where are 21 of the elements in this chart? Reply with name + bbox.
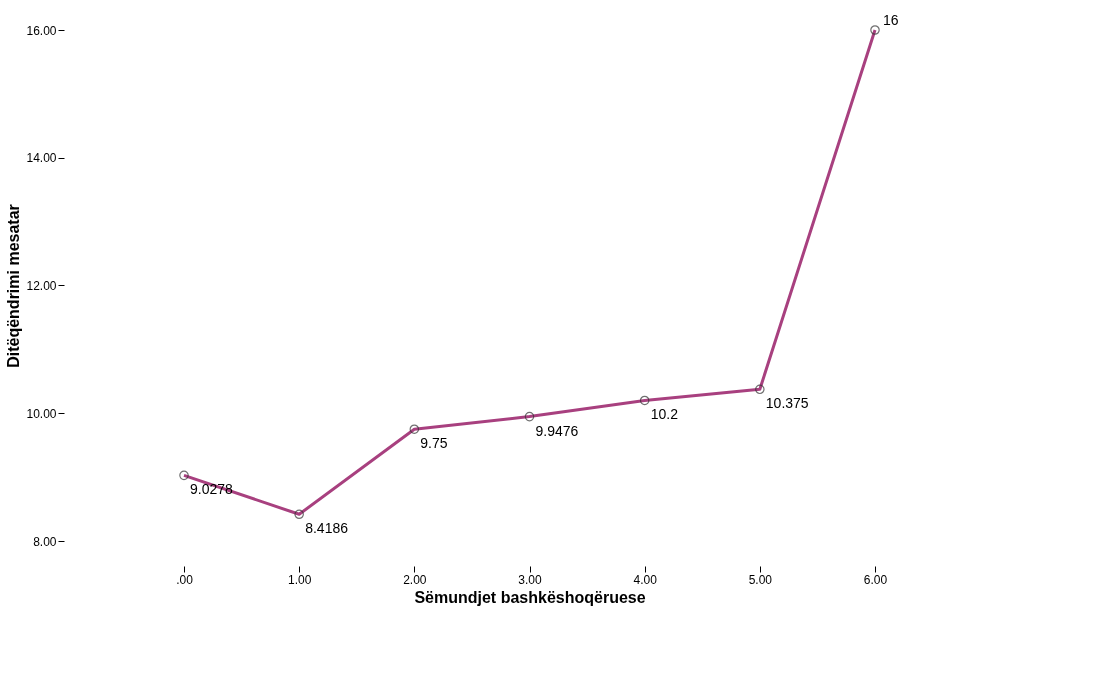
x-axis-title: Sëmundjet bashkëshoqëruese [414, 588, 646, 606]
data-label: 8.4186 [305, 520, 349, 537]
y-tick-label: 12.00 [26, 279, 57, 293]
y-tick-label: 14.00 [26, 151, 57, 166]
data-label: 9.9476 [535, 422, 579, 439]
x-tick-label: 2.00 [403, 572, 427, 587]
y-tick-label: 10.00 [26, 406, 57, 421]
x-tick-label: 1.00 [287, 572, 312, 587]
y-tick-label: 8.00 [33, 534, 57, 549]
y-tick-label: 16.00 [26, 23, 57, 38]
x-tick-label: 6.00 [863, 572, 888, 587]
x-tick-label: .00 [176, 572, 194, 587]
x-tick-label: 4.00 [633, 572, 658, 587]
data-label: 10.375 [765, 395, 809, 412]
data-label: 9.75 [420, 435, 448, 452]
y-axis-title: Ditëqëndrimi mesatar [5, 204, 23, 368]
data-label: 9.0278 [190, 481, 234, 498]
x-tick-label: 5.00 [748, 572, 773, 587]
data-label: 10.2 [650, 406, 679, 423]
data-label: 16 [883, 12, 899, 28]
x-tick-label: 3.00 [518, 572, 542, 587]
